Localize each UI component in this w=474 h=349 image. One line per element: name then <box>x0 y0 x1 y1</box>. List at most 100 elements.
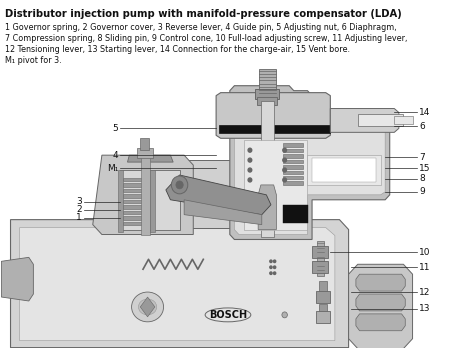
Text: 1: 1 <box>76 213 82 222</box>
Bar <box>219 125 330 133</box>
Bar <box>255 89 279 99</box>
Ellipse shape <box>176 181 183 189</box>
Text: 8: 8 <box>419 174 425 184</box>
Polygon shape <box>1 257 33 301</box>
Bar <box>283 181 303 185</box>
Bar <box>316 311 330 323</box>
Polygon shape <box>166 175 271 215</box>
Bar <box>261 101 273 238</box>
Polygon shape <box>348 264 412 349</box>
Bar <box>312 261 328 273</box>
Polygon shape <box>184 200 262 225</box>
Bar <box>137 148 153 158</box>
Text: 12 Tensioning lever, 13 Starting lever, 14 Connection for the charge-air, 15 Ven: 12 Tensioning lever, 13 Starting lever, … <box>5 45 350 54</box>
Ellipse shape <box>283 158 286 162</box>
Text: Distributor injection pump with manifold-pressure compensator (LDA): Distributor injection pump with manifold… <box>5 9 402 19</box>
Text: 3: 3 <box>76 197 82 206</box>
Bar <box>123 178 148 181</box>
Bar <box>244 140 308 230</box>
Bar <box>123 216 148 220</box>
Ellipse shape <box>138 299 157 315</box>
Bar <box>259 69 275 99</box>
Bar <box>123 205 148 209</box>
Polygon shape <box>234 105 385 235</box>
Bar <box>120 170 180 230</box>
Bar <box>312 246 328 258</box>
Ellipse shape <box>270 266 272 268</box>
Bar <box>283 159 303 163</box>
Polygon shape <box>216 92 330 138</box>
Text: 7: 7 <box>419 153 425 162</box>
Bar <box>283 143 303 147</box>
Bar <box>283 149 303 152</box>
Text: 11: 11 <box>419 263 430 272</box>
Bar <box>316 291 330 303</box>
Bar <box>123 194 148 198</box>
Text: M₁: M₁ <box>107 164 118 172</box>
Bar <box>319 281 327 301</box>
Bar <box>319 304 327 322</box>
Bar <box>283 154 303 158</box>
Bar <box>317 242 324 276</box>
Polygon shape <box>230 86 390 239</box>
Text: 12: 12 <box>419 288 430 297</box>
Bar <box>283 171 303 174</box>
Ellipse shape <box>132 292 164 322</box>
Bar <box>123 189 148 192</box>
Text: 6: 6 <box>419 122 425 131</box>
Polygon shape <box>120 160 266 228</box>
Ellipse shape <box>283 168 286 172</box>
Ellipse shape <box>248 158 252 162</box>
Bar <box>358 114 403 126</box>
Text: 9: 9 <box>419 187 425 196</box>
Ellipse shape <box>248 148 252 152</box>
Bar <box>283 205 309 223</box>
Polygon shape <box>330 109 399 132</box>
Bar <box>118 170 123 231</box>
Ellipse shape <box>282 312 287 318</box>
Text: 4: 4 <box>113 151 118 159</box>
Polygon shape <box>356 274 405 291</box>
Ellipse shape <box>248 168 252 172</box>
Text: 5: 5 <box>113 124 118 133</box>
Ellipse shape <box>270 260 272 262</box>
Bar <box>123 200 148 203</box>
Text: 14: 14 <box>419 108 430 117</box>
Polygon shape <box>356 294 405 311</box>
Polygon shape <box>128 155 173 162</box>
Polygon shape <box>356 314 405 331</box>
Text: 7 Compression spring, 8 Sliding pin, 9 Control cone, 10 Full-load adjusting scre: 7 Compression spring, 8 Sliding pin, 9 C… <box>5 34 408 43</box>
Bar <box>123 184 148 187</box>
Text: 10: 10 <box>419 248 430 257</box>
Ellipse shape <box>248 178 252 182</box>
Polygon shape <box>140 297 155 317</box>
Ellipse shape <box>273 260 276 262</box>
Bar <box>140 138 149 150</box>
Polygon shape <box>19 228 335 341</box>
Polygon shape <box>93 155 193 235</box>
Bar <box>257 97 277 105</box>
Bar <box>123 222 148 225</box>
Ellipse shape <box>283 148 286 152</box>
Text: 13: 13 <box>419 304 430 313</box>
Ellipse shape <box>283 178 286 182</box>
Bar <box>394 117 412 124</box>
Ellipse shape <box>273 266 276 268</box>
Bar <box>312 158 376 182</box>
Text: 1 Governor spring, 2 Governor cover, 3 Reverse lever, 4 Guide pin, 5 Adjusting n: 1 Governor spring, 2 Governor cover, 3 R… <box>5 23 397 32</box>
Bar <box>150 170 155 231</box>
Text: 15: 15 <box>419 164 430 172</box>
Text: M₁ pivot for 3.: M₁ pivot for 3. <box>5 56 62 65</box>
Bar <box>123 211 148 214</box>
Bar <box>283 165 303 169</box>
Bar <box>308 155 381 185</box>
Polygon shape <box>10 220 348 348</box>
Bar <box>283 176 303 179</box>
Bar <box>141 155 150 235</box>
Ellipse shape <box>270 272 272 274</box>
Ellipse shape <box>273 272 276 274</box>
Polygon shape <box>258 185 276 230</box>
Text: 2: 2 <box>76 205 82 214</box>
Ellipse shape <box>171 176 188 194</box>
Text: BOSCH: BOSCH <box>209 310 247 320</box>
